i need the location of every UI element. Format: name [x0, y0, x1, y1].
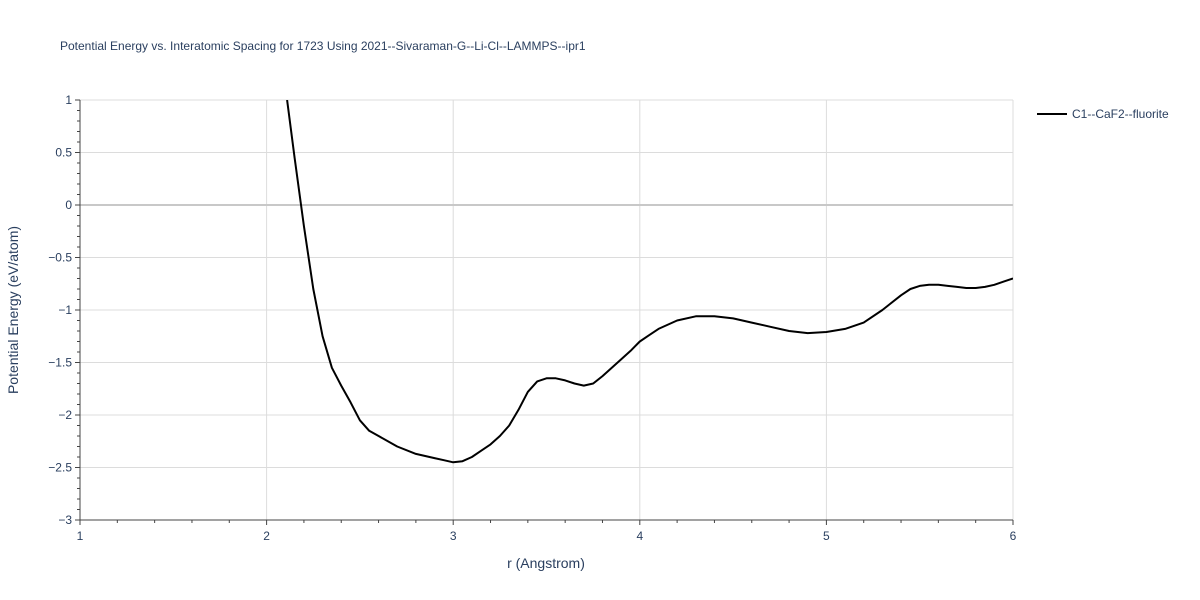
x-tick-labels: 1 2 3 4 5 6 [77, 529, 1017, 543]
y-tick-labels: 1 0.5 0 −0.5 −1 −1.5 −2 −2.5 −3 [48, 93, 72, 527]
y-tick-label: −1 [58, 303, 72, 317]
gridlines [80, 99, 1014, 520]
y-tick-label: −3 [58, 513, 72, 527]
x-tick-label: 2 [263, 529, 270, 543]
series-layer [286, 100, 1013, 464]
axes [75, 99, 1014, 525]
y-tick-label: −0.5 [48, 251, 72, 265]
plot-area [286, 100, 1013, 464]
x-tick-label: 6 [1010, 529, 1017, 543]
y-tick-label: −1.5 [48, 356, 72, 370]
x-tick-label: 4 [636, 529, 643, 543]
chart-title: Potential Energy vs. Interatomic Spacing… [60, 39, 586, 53]
y-tick-label: −2.5 [48, 461, 72, 475]
x-axis-title: r (Angstrom) [507, 555, 585, 571]
x-tick-label: 5 [823, 529, 830, 543]
legend[interactable]: C1--CaF2--fluorite [1037, 107, 1169, 121]
y-axis-title: Potential Energy (eV/atom) [5, 226, 21, 394]
legend-label: C1--CaF2--fluorite [1072, 107, 1169, 121]
x-tick-label: 3 [450, 529, 457, 543]
series-line-0 [286, 100, 1013, 464]
y-tick-label: −2 [58, 408, 72, 422]
x-tick-label: 1 [77, 529, 84, 543]
y-tick-label: 0 [65, 198, 72, 212]
y-tick-label: 1 [65, 93, 72, 107]
y-tick-label: 0.5 [55, 146, 72, 160]
